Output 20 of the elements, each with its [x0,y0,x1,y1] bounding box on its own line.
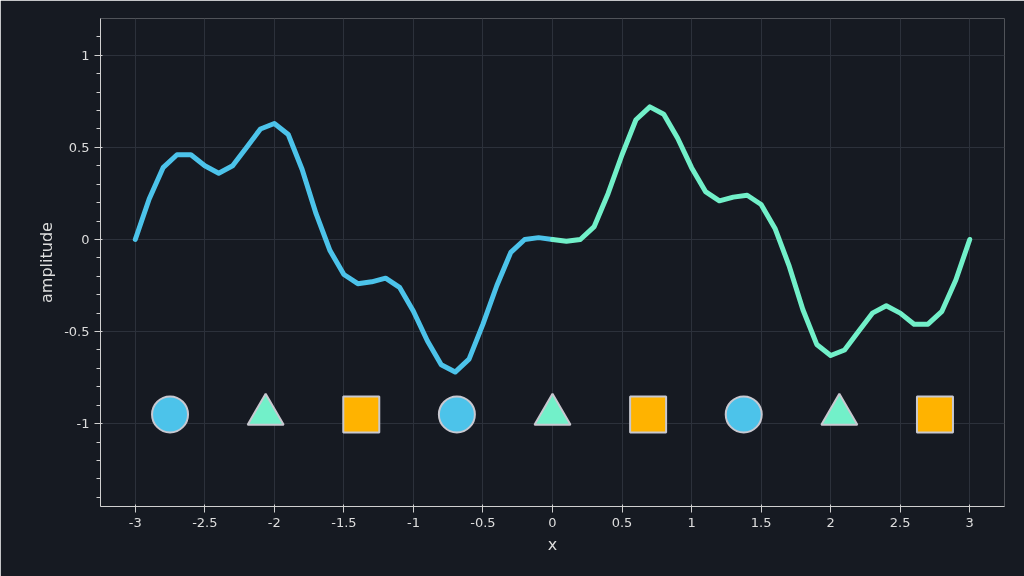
y-tick-label: 0 [81,231,90,247]
y-tick-label: -0.5 [64,324,90,340]
y-axis-title: amplitude [37,222,57,303]
x-tick-label: -2 [267,514,281,530]
x-tick-label: 0 [548,514,557,530]
x-tick-label: -2.5 [192,514,218,530]
x-tick-label: 3 [965,514,974,530]
x-axis-title: x [547,534,558,554]
y-tick-label: -1 [76,416,90,432]
x-tick-label: -0.5 [470,514,496,530]
y-tick-label: 0.5 [68,139,90,155]
x-tick-label: 1 [687,514,696,530]
x-tick-label: 2.5 [889,514,911,530]
x-tick-label: -1 [406,514,420,530]
x-tick-label: 0.5 [611,514,633,530]
x-tick-label: -3 [128,514,142,530]
x-tick-label: 1.5 [750,514,772,530]
y-tick-label: 1 [81,47,90,63]
x-tick-label: 2 [826,514,835,530]
x-tick-label: -1.5 [331,514,357,530]
